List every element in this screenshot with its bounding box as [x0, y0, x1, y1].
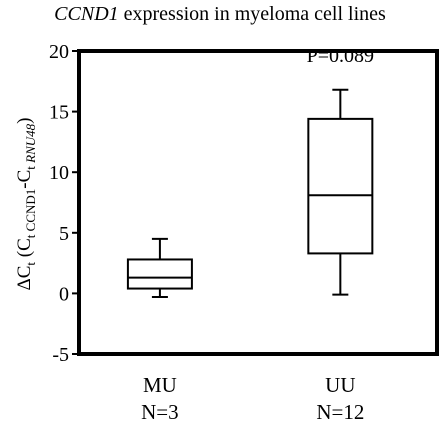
y-label-sub1: t: [23, 262, 38, 266]
y-label-sub2: t CCND1: [23, 189, 38, 238]
y-tick-label: 0: [59, 283, 69, 305]
box-mu: [126, 237, 193, 299]
x-sample-size-label: N=12: [316, 400, 364, 424]
x-category-label: MU: [143, 373, 177, 397]
box-iqr: [126, 258, 193, 290]
y-label-sub3: t: [23, 163, 38, 170]
y-axis: -5 0 5 10 15 20: [49, 41, 79, 366]
y-tick-label: 10: [49, 162, 69, 184]
box-iqr: [307, 117, 374, 255]
p-value-annotation: P=0.089: [307, 45, 374, 67]
y-label-close: ): [14, 118, 35, 124]
y-label-ref: RNU48: [23, 123, 38, 164]
x-sample-size-label: N=3: [141, 400, 179, 424]
boxes: [126, 88, 374, 299]
x-category-label: UU: [325, 373, 355, 397]
y-label-open: (C: [14, 238, 35, 262]
y-tick-label: 5: [59, 223, 69, 245]
y-tick-label: 15: [49, 102, 69, 124]
y-tick-label: 20: [49, 41, 69, 63]
plot-frame: [77, 49, 439, 356]
box-uu: [307, 88, 374, 296]
x-axis-labels: MU N=3 UU N=12: [141, 373, 364, 424]
y-label-delta: ΔC: [14, 266, 35, 291]
y-label-dash: -C: [14, 170, 35, 189]
chart-title-rest: expression in myeloma cell lines: [118, 3, 386, 25]
chart-title-gene: CCND1: [54, 3, 119, 25]
y-tick-label: -5: [52, 344, 69, 366]
chart-title: CCND1 expression in myeloma cell lines: [0, 2, 440, 26]
y-axis-label: ΔCt (Ct CCND1-Ct RNU48): [14, 118, 38, 291]
